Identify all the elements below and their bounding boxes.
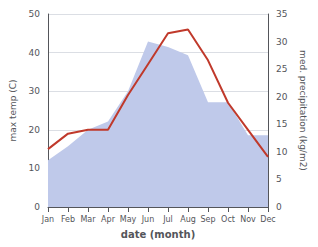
- svg-text:May: May: [120, 215, 137, 224]
- svg-text:Jan: Jan: [41, 215, 54, 224]
- svg-text:Feb: Feb: [61, 215, 75, 224]
- svg-text:Sep: Sep: [200, 215, 215, 224]
- svg-text:Nov: Nov: [240, 215, 256, 224]
- svg-text:Jul: Jul: [162, 215, 173, 224]
- svg-text:Mar: Mar: [80, 215, 96, 224]
- svg-text:5: 5: [276, 174, 282, 184]
- svg-text:35: 35: [276, 9, 287, 19]
- svg-text:max temp (C): max temp (C): [8, 79, 18, 141]
- svg-text:10: 10: [276, 147, 288, 157]
- svg-text:Apr: Apr: [101, 215, 116, 224]
- svg-text:25: 25: [276, 64, 287, 74]
- svg-text:20: 20: [276, 92, 288, 102]
- svg-text:15: 15: [276, 119, 287, 129]
- svg-text:10: 10: [29, 163, 41, 173]
- svg-text:20: 20: [29, 125, 41, 135]
- svg-text:30: 30: [29, 86, 41, 96]
- svg-text:0: 0: [276, 202, 282, 212]
- svg-text:med. precipitation (kg/m2): med. precipitation (kg/m2): [298, 50, 308, 171]
- svg-text:date (month): date (month): [121, 229, 195, 240]
- svg-text:Jun: Jun: [141, 215, 155, 224]
- svg-text:40: 40: [29, 48, 41, 58]
- svg-text:Dec: Dec: [260, 215, 275, 224]
- svg-text:Aug: Aug: [180, 215, 196, 224]
- svg-text:30: 30: [276, 37, 288, 47]
- svg-text:Oct: Oct: [221, 215, 235, 224]
- svg-text:50: 50: [29, 9, 41, 19]
- svg-text:0: 0: [34, 202, 40, 212]
